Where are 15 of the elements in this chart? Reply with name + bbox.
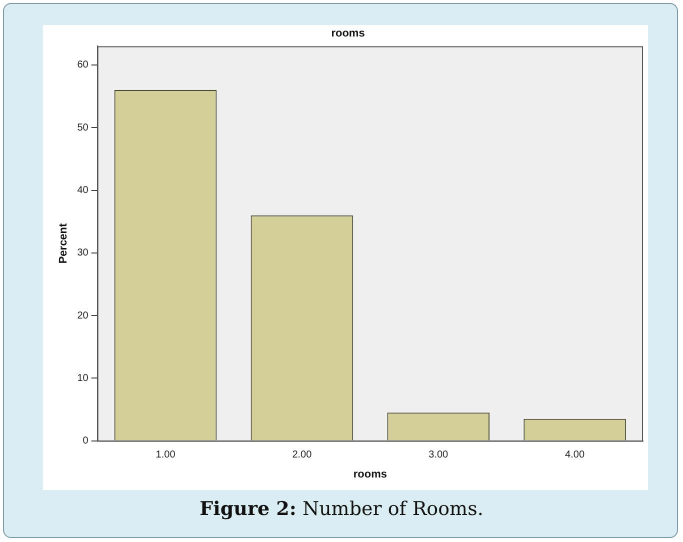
x-tick-label: 1.00 <box>156 450 176 461</box>
y-tick-label: 30 <box>77 248 89 259</box>
y-tick-label: 50 <box>77 122 89 134</box>
x-tick-label: 2.00 <box>292 450 312 461</box>
y-tick-label: 10 <box>77 372 89 384</box>
chart-title: rooms <box>331 28 365 40</box>
y-tick-label: 20 <box>77 310 89 322</box>
x-axis-title: rooms <box>353 468 387 480</box>
y-axis-title: Percent <box>58 222 70 264</box>
y-tick-label: 60 <box>77 60 89 71</box>
x-tick-label: 4.00 <box>565 450 585 461</box>
x-tick-label: 3.00 <box>428 450 449 461</box>
y-tick-label: 0 <box>82 436 89 447</box>
y-tick-label: 40 <box>77 185 89 196</box>
caption: Figure 2: Number of Rooms. <box>198 498 484 520</box>
